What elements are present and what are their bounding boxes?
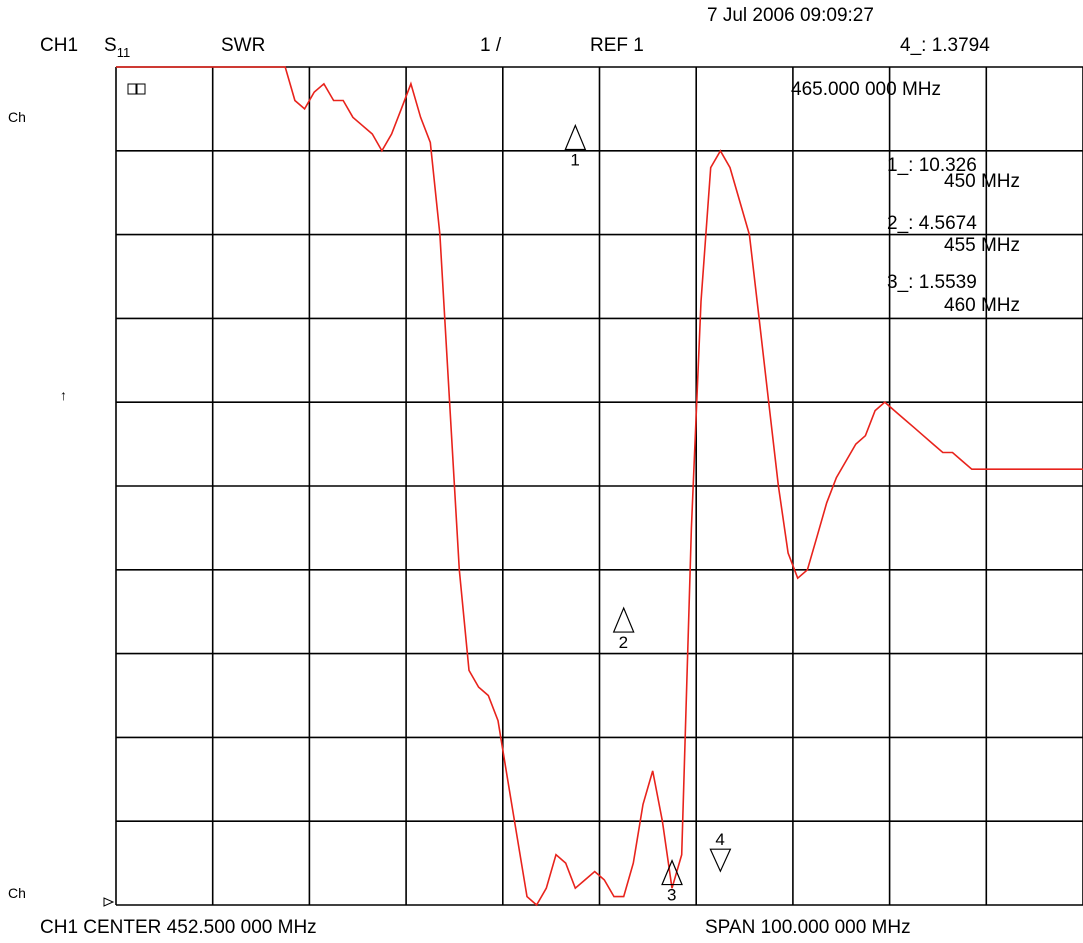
marker-2-number: 2 (619, 633, 628, 652)
parameter-sub: 11 (116, 45, 131, 60)
timestamp: 7 Jul 2006 09:09:27 (707, 5, 874, 26)
channel-label: CH1 (40, 35, 79, 56)
marker-1-readout: 1_: 10.326 (887, 155, 977, 176)
reference-position-arrow: ↑ (60, 387, 67, 403)
marker-3-frequency: 460 MHz (944, 295, 1021, 316)
marker-2-frequency: 455 MHz (944, 235, 1021, 256)
active-marker-frequency: 465.000 000 MHz (791, 79, 941, 100)
active-marker-readout: 4_: 1.3794 (900, 35, 990, 56)
marker-1-number: 1 (570, 150, 579, 169)
marker-3-readout: 3_: 1.5539 (887, 272, 977, 293)
side-label-ch-bottom: Ch (8, 885, 26, 901)
scale-label: 1 / (480, 35, 502, 56)
center-frequency-label: CH1 CENTER 452.500 000 MHz (40, 917, 317, 938)
reference-position-marker (103, 897, 115, 907)
marker-4-number: 4 (715, 830, 724, 849)
marker-2-readout: 2_: 4.5674 (887, 213, 977, 234)
parameter-label: S11 (104, 35, 130, 59)
marker-1-frequency: 450 MHz (944, 171, 1021, 192)
marker-3-number: 3 (667, 886, 676, 905)
side-label-ch-top: Ch (8, 109, 26, 125)
format-label: SWR (221, 35, 266, 56)
marker-3-symbol: 3 (661, 859, 683, 905)
marker-2-symbol: 2 (612, 606, 635, 652)
marker-symbols: 1 2 3 4 (564, 123, 732, 905)
marker-1-symbol: 1 (564, 123, 587, 169)
plot-grid (115, 66, 1083, 906)
small-icon (127, 83, 146, 95)
span-label: SPAN 100.000 000 MHz (705, 917, 911, 938)
marker-4-symbol: 4 (709, 830, 732, 873)
parameter-main: S (104, 35, 117, 56)
reference-label: REF 1 (590, 35, 644, 56)
